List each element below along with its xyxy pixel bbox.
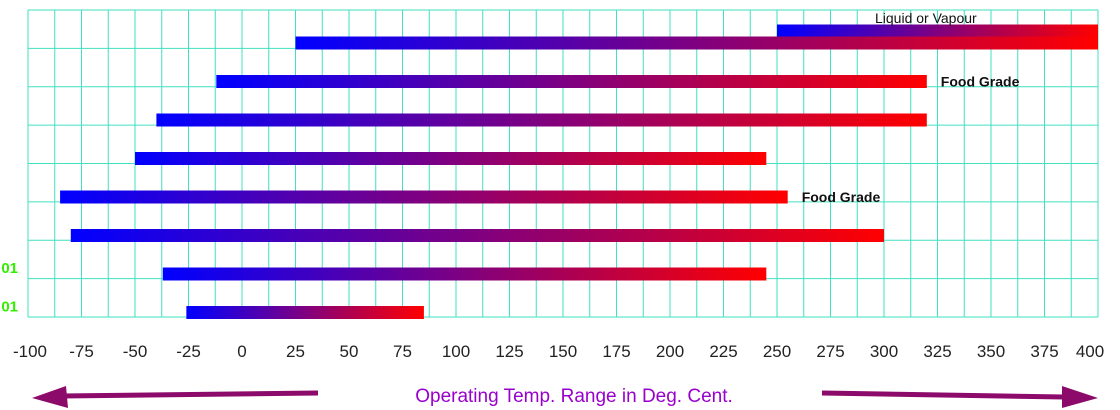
x-tick-label: -50 [123, 342, 148, 361]
x-tick-label: 0 [237, 342, 246, 361]
x-tick-label: 275 [816, 342, 844, 361]
x-tick-label: -25 [176, 342, 201, 361]
right-arrow [821, 386, 1098, 408]
x-tick-label: 125 [495, 342, 523, 361]
left-label: 01 [1, 299, 18, 316]
bar-annotation: Food Grade [802, 189, 881, 205]
range-bar [60, 190, 788, 204]
x-tick-label: 300 [870, 342, 898, 361]
x-tick-label: 75 [393, 342, 412, 361]
range-bar [216, 75, 927, 88]
range-bar [135, 152, 767, 165]
x-tick-label: -75 [69, 342, 94, 361]
x-tick-label: 325 [923, 342, 951, 361]
bar-annotations: Liquid or Vapour Food Grade Food Grade [802, 10, 1020, 205]
x-tick-label: 400 [1076, 342, 1104, 361]
range-bars [60, 24, 1098, 319]
x-tick-label: 100 [442, 342, 470, 361]
x-tick-label: 225 [709, 342, 737, 361]
range-bar [156, 113, 927, 127]
range-bar [70, 229, 885, 242]
range-bar [295, 36, 1098, 50]
left-labels: 01 01 [1, 260, 18, 316]
range-bar-secondary [777, 24, 1098, 38]
x-tick-label: -100 [13, 342, 47, 361]
range-bar [186, 306, 424, 319]
x-tick-label: 200 [656, 342, 684, 361]
left-label: 01 [1, 260, 18, 277]
x-tick-label: 350 [977, 342, 1005, 361]
x-axis-label: Operating Temp. Range in Deg. Cent. [415, 386, 733, 407]
x-tick-label: 375 [1030, 342, 1058, 361]
range-bar [162, 267, 767, 281]
x-tick-label: 250 [763, 342, 791, 361]
bar-annotation: Food Grade [941, 74, 1020, 90]
x-tick-label: 150 [549, 342, 577, 361]
x-tick-label: 25 [286, 342, 305, 361]
x-axis-ticks: -100 -75 -50 -25 0 25 50 75 100 125 150 175 200 225 25… [13, 342, 1104, 361]
x-tick-label: 175 [602, 342, 630, 361]
bar-annotation: Liquid or Vapour [875, 10, 977, 26]
x-tick-label: 50 [340, 342, 359, 361]
left-arrow [32, 386, 319, 408]
